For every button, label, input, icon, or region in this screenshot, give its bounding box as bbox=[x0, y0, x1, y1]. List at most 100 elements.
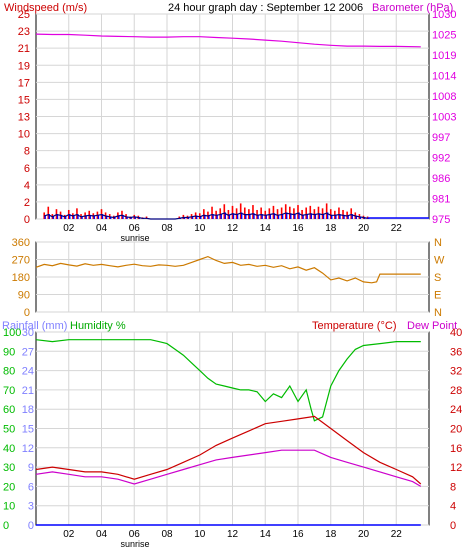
humidity-tick-label: 80 bbox=[3, 366, 15, 378]
hour-tick-label: 14 bbox=[260, 223, 272, 234]
windspeed-tick-label: 23 bbox=[18, 26, 30, 38]
barometer-tick-label: 992 bbox=[432, 153, 450, 165]
humidity-tick-label: 60 bbox=[3, 404, 15, 416]
compass-tick-label: S bbox=[434, 272, 441, 284]
hour-tick-label: 14 bbox=[260, 529, 272, 540]
hour-tick-label: 10 bbox=[194, 223, 206, 234]
wind-direction-line bbox=[35, 255, 421, 284]
windspeed-tick-label: 4 bbox=[24, 180, 30, 192]
hour-tick-label: 04 bbox=[96, 223, 108, 234]
temperature-title: Temperature (°C) bbox=[312, 320, 396, 332]
graph-day-title: 24 hour graph day : September 12 2006 bbox=[168, 2, 363, 14]
rainfall-tick-label: 3 bbox=[28, 501, 34, 513]
temperature-tick-label: 0 bbox=[450, 520, 456, 532]
humidity-series-line bbox=[35, 339, 421, 422]
windspeed-tick-label: 17 bbox=[18, 77, 30, 89]
direction-tick-label: 180 bbox=[12, 272, 30, 284]
windspeed-tick-label: 25 bbox=[18, 9, 30, 21]
rainfall-title: Rainfall (mm) bbox=[2, 320, 67, 332]
rainfall-tick-label: 15 bbox=[22, 424, 34, 436]
temperature-tick-label: 20 bbox=[450, 424, 462, 436]
temperature-tick-label: 12 bbox=[450, 462, 462, 474]
humidity-tick-label: 50 bbox=[3, 424, 15, 436]
windspeed-tick-label: 21 bbox=[18, 43, 30, 55]
windspeed-title: Windspeed (m/s) bbox=[4, 2, 87, 14]
windspeed-bars bbox=[43, 203, 429, 220]
windspeed-tick-label: 19 bbox=[18, 60, 30, 72]
temperature-tick-label: 16 bbox=[450, 443, 462, 455]
rainfall-tick-label: 0 bbox=[28, 520, 34, 532]
humidity-tick-label: 0 bbox=[3, 520, 9, 532]
humidity-tick-label: 30 bbox=[3, 462, 15, 474]
panel-wind-x-axis: 02 04 06 08 10 12 14 16 18 20 22 sunrise bbox=[63, 223, 402, 243]
temperature-tick-label: 40 bbox=[450, 327, 462, 339]
wind-avg-line bbox=[44, 212, 368, 220]
hour-tick-label: 06 bbox=[129, 529, 141, 540]
humidity-tick-label: 40 bbox=[3, 443, 15, 455]
barometer-tick-label: 986 bbox=[432, 173, 450, 185]
hour-tick-label: 06 bbox=[129, 223, 141, 234]
rainfall-tick-label: 18 bbox=[22, 404, 34, 416]
humidity-tick-label: 10 bbox=[3, 501, 15, 513]
temperature-tick-label: 28 bbox=[450, 385, 462, 397]
hour-tick-label: 18 bbox=[325, 223, 337, 234]
humidity-tick-label: 100 bbox=[3, 327, 21, 339]
rainfall-tick-label: 21 bbox=[22, 385, 34, 397]
dewpoint-series-line bbox=[35, 449, 422, 487]
panel-temp-lines bbox=[35, 339, 422, 526]
direction-tick-label: 360 bbox=[12, 237, 30, 249]
windspeed-axis: 0 2 4 6 8 10 13 15 17 19 21 23 25 bbox=[18, 9, 30, 226]
dewpoint-title: Dew Point bbox=[407, 320, 457, 332]
humidity-tick-label: 20 bbox=[3, 481, 15, 493]
barometer-tick-label: 997 bbox=[432, 132, 450, 144]
barometer-tick-label: 981 bbox=[432, 194, 450, 206]
rainfall-tick-label: 6 bbox=[28, 481, 34, 493]
hour-tick-label: 12 bbox=[227, 223, 239, 234]
panel-direction-grid bbox=[36, 241, 429, 313]
barometer-line bbox=[35, 33, 421, 48]
hour-tick-label: 22 bbox=[391, 223, 403, 234]
windspeed-tick-label: 8 bbox=[24, 146, 30, 158]
windspeed-tick-label: 2 bbox=[24, 197, 30, 209]
hour-tick-label: 22 bbox=[391, 529, 403, 540]
compass-tick-label: E bbox=[434, 290, 441, 302]
barometer-tick-label: 975 bbox=[432, 214, 450, 226]
direction-tick-label: 0 bbox=[24, 307, 30, 319]
hour-tick-label: 16 bbox=[292, 529, 304, 540]
direction-tick-label: 270 bbox=[12, 255, 30, 267]
sunrise-label: sunrise bbox=[120, 233, 149, 243]
rainfall-tick-label: 12 bbox=[22, 443, 34, 455]
hour-tick-label: 08 bbox=[161, 529, 173, 540]
barometer-tick-label: 1019 bbox=[432, 50, 456, 62]
rainfall-tick-label: 9 bbox=[28, 462, 34, 474]
windspeed-tick-label: 15 bbox=[18, 94, 30, 106]
hour-tick-label: 02 bbox=[63, 223, 75, 234]
hour-tick-label: 02 bbox=[63, 529, 75, 540]
rainfall-axis: 0 3 6 9 12 15 18 21 24 27 30 bbox=[22, 327, 34, 532]
barometer-axis: 975 981 986 992 997 1003 1008 1014 1019 1025 1030 bbox=[432, 9, 456, 226]
windspeed-tick-label: 10 bbox=[18, 129, 30, 141]
barometer-tick-label: 1003 bbox=[432, 112, 456, 124]
temperature-tick-label: 24 bbox=[450, 404, 462, 416]
barometer-tick-label: 1030 bbox=[432, 9, 456, 21]
barometer-tick-label: 1025 bbox=[432, 30, 456, 42]
direction-tick-label: 90 bbox=[18, 290, 30, 302]
hour-tick-label: 10 bbox=[194, 529, 206, 540]
hour-tick-label: 20 bbox=[358, 223, 370, 234]
temperature-tick-label: 32 bbox=[450, 366, 462, 378]
rainfall-tick-label: 27 bbox=[22, 346, 34, 358]
direction-series-line bbox=[35, 255, 421, 284]
hour-tick-label: 16 bbox=[292, 223, 304, 234]
barometer-tick-label: 1014 bbox=[432, 71, 456, 83]
compass-tick-label: W bbox=[434, 255, 445, 267]
temperature-axis: 0 4 8 12 16 20 24 28 32 36 40 bbox=[450, 327, 462, 532]
temperature-series-line bbox=[35, 415, 422, 485]
hour-tick-label: 18 bbox=[325, 529, 337, 540]
temperature-tick-label: 36 bbox=[450, 346, 462, 358]
barometer-series-line bbox=[35, 33, 421, 48]
hour-tick-label: 20 bbox=[358, 529, 370, 540]
compass-tick-label: N bbox=[434, 307, 442, 319]
rainfall-tick-label: 30 bbox=[22, 327, 34, 339]
